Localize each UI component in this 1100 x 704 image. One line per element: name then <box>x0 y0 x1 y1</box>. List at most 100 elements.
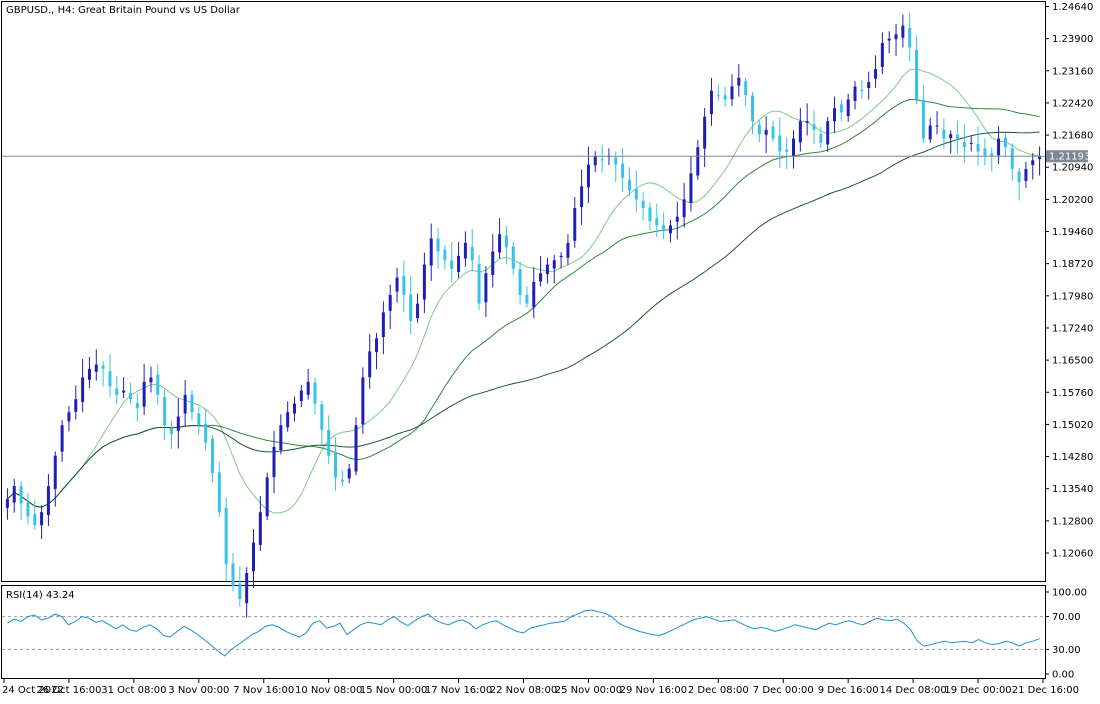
candle <box>648 202 652 231</box>
candle <box>887 31 891 54</box>
candle <box>457 242 461 278</box>
candle <box>265 472 269 520</box>
candle-body <box>655 218 659 226</box>
candle <box>689 156 693 212</box>
price-tick-label: 1.15760 <box>1052 388 1093 399</box>
candle <box>566 234 570 265</box>
candle <box>402 260 406 313</box>
candle <box>969 135 973 152</box>
candle-body <box>1024 168 1028 181</box>
candle <box>470 228 474 272</box>
candle-body <box>709 90 713 115</box>
candle <box>983 138 987 166</box>
candle-body <box>224 507 228 565</box>
candle-body <box>962 142 966 148</box>
candle-body <box>949 134 953 139</box>
candle <box>833 96 837 133</box>
candle-body <box>334 451 338 478</box>
candle <box>306 368 310 400</box>
candle-body <box>750 95 754 122</box>
candle-body <box>53 455 57 489</box>
candle-body <box>983 148 987 156</box>
candle <box>901 14 905 48</box>
candle-body <box>1017 171 1021 183</box>
candle <box>409 276 413 335</box>
candle <box>839 99 843 122</box>
candle <box>224 497 228 582</box>
candle-body <box>689 173 693 203</box>
candle <box>552 254 556 284</box>
candle <box>60 419 64 462</box>
ma-fast-line <box>7 68 1040 514</box>
candle <box>245 567 249 618</box>
candle <box>709 77 713 126</box>
candle <box>450 241 454 283</box>
candle <box>463 231 467 267</box>
candle-body <box>901 25 905 38</box>
candle-body <box>361 377 365 425</box>
candle <box>334 437 338 491</box>
candle-body <box>764 129 768 135</box>
price-tick-label: 1.20200 <box>1052 195 1093 206</box>
candle <box>279 414 283 455</box>
candle-body <box>887 38 891 41</box>
candle <box>757 119 761 143</box>
candle-body <box>792 138 796 156</box>
candle-body <box>156 374 160 395</box>
candle-body <box>436 238 440 252</box>
candle <box>1024 161 1028 189</box>
candle-body <box>5 499 9 508</box>
candle <box>621 148 625 192</box>
candle-body <box>204 423 208 443</box>
candle <box>142 363 146 416</box>
candle <box>778 116 782 168</box>
candle <box>593 151 597 173</box>
candle-body <box>860 89 864 91</box>
candle <box>634 170 638 213</box>
candle <box>87 357 91 389</box>
candle <box>915 35 919 105</box>
candle <box>422 252 426 313</box>
candle-body <box>142 381 146 407</box>
candle <box>340 470 344 487</box>
candle <box>33 500 37 530</box>
candle <box>67 405 71 432</box>
candle <box>826 116 830 152</box>
candle-body <box>703 116 707 149</box>
candle <box>573 197 577 248</box>
candle-body <box>313 382 317 404</box>
candle-body <box>87 368 91 380</box>
price-tick-label: 1.15020 <box>1052 420 1093 431</box>
candle-body <box>559 255 563 258</box>
candle <box>443 245 447 270</box>
candle-body <box>668 225 672 234</box>
candle-body <box>1010 148 1014 169</box>
candle-body <box>511 246 515 269</box>
candle-body <box>163 396 167 426</box>
candle <box>122 377 126 399</box>
candle-body <box>429 238 433 266</box>
candle <box>1010 143 1014 181</box>
candle-body <box>491 251 495 275</box>
candle <box>737 64 741 97</box>
candle <box>101 361 105 387</box>
candle <box>894 23 898 56</box>
candle <box>675 201 679 240</box>
candle <box>580 169 584 225</box>
candle-body <box>210 438 214 474</box>
candle <box>40 505 44 539</box>
candle <box>313 377 317 415</box>
candle-body <box>1031 160 1035 166</box>
candle-body <box>354 425 358 472</box>
candle <box>819 126 823 149</box>
candle-body <box>532 281 536 308</box>
rsi-tick-label: 30.00 <box>1052 645 1081 656</box>
candle <box>1017 167 1021 201</box>
candle-body <box>723 95 727 100</box>
current-price-label: 1.21193 <box>1049 152 1090 163</box>
candle <box>299 384 303 408</box>
